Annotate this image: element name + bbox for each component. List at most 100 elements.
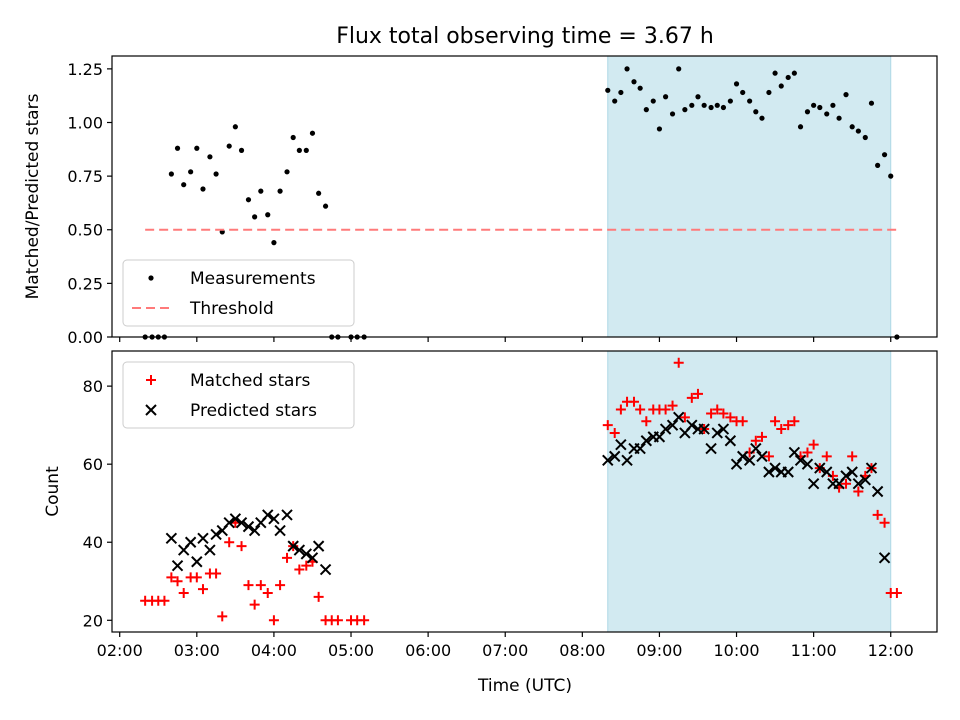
data-point	[275, 580, 286, 591]
legend-label: Matched stars	[190, 371, 310, 391]
data-point	[236, 541, 247, 552]
data-point	[653, 431, 666, 443]
data-point	[846, 466, 858, 478]
data-point	[242, 520, 255, 533]
data-point	[743, 454, 756, 466]
data-point	[165, 532, 178, 545]
data-point	[794, 454, 807, 466]
data-point	[817, 104, 823, 111]
data-point	[667, 400, 678, 411]
data-point	[879, 517, 890, 528]
data-point	[615, 438, 627, 451]
data-point	[174, 145, 181, 151]
data-point	[615, 404, 626, 415]
x-tick-label: 12:00	[868, 641, 914, 660]
data-point	[262, 587, 273, 598]
data-point	[245, 197, 252, 203]
data-point	[188, 169, 194, 175]
data-point	[782, 466, 794, 478]
x-tick-label: 03:00	[174, 641, 220, 660]
data-point	[274, 524, 286, 537]
y-tick-label: 0.25	[67, 274, 103, 293]
data-point	[708, 104, 714, 111]
data-point	[268, 513, 280, 525]
data-point	[200, 186, 206, 192]
data-point	[168, 171, 174, 177]
plot-frame	[111, 55, 938, 338]
data-point	[807, 477, 820, 490]
data-point	[197, 532, 209, 545]
data-point	[631, 79, 637, 85]
data-point	[640, 435, 653, 447]
data-point	[808, 439, 819, 450]
data-point	[223, 517, 235, 529]
data-point	[865, 462, 878, 474]
data-point	[868, 100, 875, 106]
legend-marker	[145, 404, 157, 416]
legend-marker	[146, 375, 156, 385]
data-point	[313, 591, 324, 602]
data-point	[673, 357, 684, 368]
data-point	[753, 109, 759, 115]
data-point	[676, 66, 682, 72]
data-point	[801, 458, 814, 470]
y-axis-label: Count	[43, 466, 63, 517]
data-point	[720, 104, 727, 111]
data-point	[322, 203, 329, 209]
data-point	[706, 408, 717, 419]
data-point	[871, 485, 884, 498]
data-point	[686, 392, 697, 403]
data-point	[747, 98, 753, 104]
data-point	[300, 548, 313, 560]
data-point	[811, 102, 817, 108]
data-point	[197, 584, 208, 595]
data-point	[634, 442, 646, 455]
series-measurements	[142, 66, 900, 340]
data-point	[759, 115, 765, 121]
y-tick-label: 0.75	[67, 167, 103, 186]
y-tick-label: 80	[83, 377, 103, 396]
data-point	[284, 169, 290, 175]
data-point	[618, 89, 624, 96]
x-tick-label: 08:00	[559, 641, 605, 660]
data-point	[641, 416, 652, 427]
data-point	[717, 423, 730, 435]
data-point	[217, 611, 228, 622]
data-point	[204, 544, 216, 556]
data-point	[821, 466, 833, 478]
data-point	[682, 107, 688, 113]
data-point	[802, 447, 813, 458]
data-point	[268, 615, 279, 626]
x-tick-label: 06:00	[405, 641, 451, 660]
data-point	[306, 552, 319, 564]
y-tick-label: 40	[83, 533, 103, 552]
data-point	[643, 107, 649, 113]
y-tick-label: 20	[83, 611, 103, 630]
data-point	[669, 111, 676, 117]
data-point	[776, 424, 787, 435]
data-point	[659, 423, 672, 435]
data-point	[733, 81, 740, 87]
data-point	[711, 427, 723, 439]
y-tick-label: 60	[83, 455, 103, 474]
data-point	[602, 454, 614, 466]
data-point	[853, 486, 864, 497]
data-point	[766, 89, 772, 96]
data-point	[843, 92, 849, 98]
data-point	[804, 109, 811, 115]
data-point	[888, 173, 894, 179]
data-point	[847, 451, 858, 462]
data-point	[797, 124, 804, 130]
count-panel: 20 40 60 80 02:00 03:00 04:00 05:00 06:00 07:00 08…	[43, 351, 938, 660]
y-tick-label: 1.00	[67, 113, 103, 132]
data-point	[662, 94, 669, 100]
data-point	[290, 134, 296, 141]
legend-label: Threshold	[189, 299, 274, 319]
data-point	[763, 451, 774, 462]
data-point	[862, 134, 868, 141]
data-point	[191, 572, 202, 583]
data-point	[872, 509, 883, 520]
legend-marker	[148, 275, 154, 281]
data-point	[235, 517, 248, 529]
data-point	[277, 188, 283, 194]
